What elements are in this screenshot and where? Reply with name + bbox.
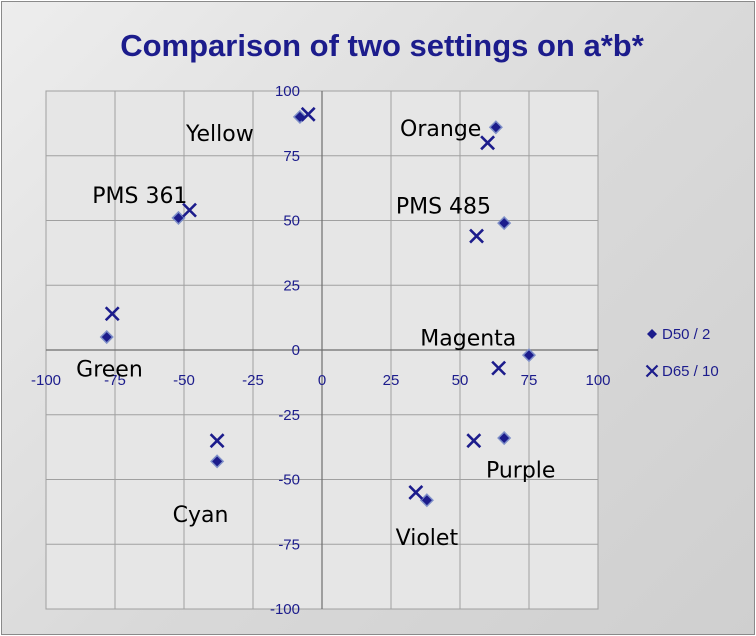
data-point-diamond [210,454,225,469]
x-tick-label: -50 [173,372,195,389]
x-tick-label: 50 [452,372,469,389]
legend-label: D50 / 2 [662,326,710,343]
data-point-x [182,202,197,218]
legend-label: D65 / 10 [662,363,719,380]
legend: D50 / 2 D65 / 10 [645,326,719,380]
x-tick-label: -75 [104,372,126,389]
data-point-diamond [521,348,537,363]
data-point-x [491,360,507,376]
data-point-x [408,485,424,500]
y-tick-label: 75 [283,148,300,165]
point-label: Violet [396,526,459,551]
tick-labels: -100 -75 -50 -25 0 25 50 75 100 -100 -75 -50 -25 0 25 5… [31,83,611,618]
data-points [99,106,537,508]
point-labels: Yellow Orange PMS 361 PMS 485 Green Magenta Cy… [76,117,555,551]
x-tick-label: -100 [31,372,61,389]
y-tick-label: -50 [278,472,300,489]
legend-marker-diamond [647,329,657,339]
point-label: Magenta [420,327,516,352]
x-tick-label: -25 [242,372,264,389]
y-tick-label: -100 [270,601,300,618]
data-point-x [104,306,120,322]
y-tick-label: 50 [283,213,300,230]
x-tick-label: 25 [383,372,400,389]
point-label: Yellow [185,122,254,147]
chart-title: Comparison of two settings on a*b* [120,28,645,63]
point-label: Cyan [173,503,229,528]
y-tick-label: 25 [283,277,300,294]
data-point-x [480,135,496,151]
point-label: PMS 485 [396,195,491,220]
y-tick-label: -25 [278,407,300,424]
data-point-x [466,433,482,449]
y-tick-label: -75 [278,536,300,553]
data-point-diamond [99,329,114,345]
data-point-diamond [488,120,503,135]
data-point-x [469,228,484,244]
data-point-diamond [497,430,512,446]
data-point-x [300,106,316,122]
axes [46,91,598,609]
point-label: PMS 361 [92,184,187,209]
y-tick-label: 100 [275,83,300,100]
x-tick-label: 0 [318,372,326,389]
point-label: Green [76,358,143,383]
x-tick-label: 75 [521,372,538,389]
legend-marker-x [645,364,659,378]
point-label: Orange [400,117,481,142]
x-tick-label: 100 [585,372,610,389]
data-point-diamond [497,216,512,231]
data-point-x [209,433,225,449]
y-tick-label: 0 [292,342,300,359]
point-label: Purple [486,459,555,484]
